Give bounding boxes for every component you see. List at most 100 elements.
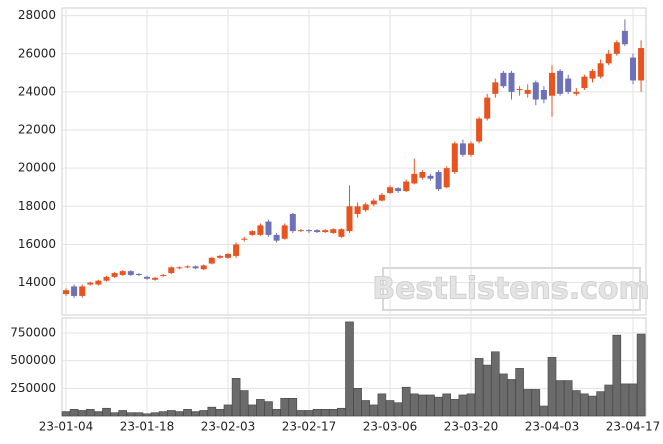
- volume-bar: [288, 397, 298, 417]
- candle-body: [589, 70, 596, 79]
- volume-bar: [69, 409, 79, 417]
- candle-body: [281, 225, 288, 239]
- plot-layer: 14000 16000 18000 20000 22000 24000 26000 28000…: [10, 8, 660, 434]
- candle-body: [322, 230, 329, 233]
- volume-bar: [490, 351, 500, 417]
- candle-body: [500, 72, 507, 87]
- candle-body: [540, 89, 547, 100]
- candle-body: [135, 274, 142, 276]
- candle-body: [613, 42, 620, 54]
- volume-bar: [118, 410, 127, 417]
- candle-body: [435, 171, 442, 190]
- volume-bar: [337, 407, 346, 417]
- candle-body: [95, 280, 102, 285]
- candle-body: [87, 282, 94, 285]
- candle-body: [630, 57, 636, 81]
- candle-body: [208, 257, 215, 264]
- volume-bar: [555, 380, 565, 417]
- volume-bar: [134, 412, 144, 417]
- candle-body: [200, 265, 207, 270]
- volume-bar: [515, 368, 524, 417]
- y-tick-label: 28000: [18, 8, 56, 22]
- candle-body: [411, 173, 418, 184]
- candle-body: [63, 290, 69, 295]
- volume-bar: [563, 380, 573, 417]
- y-tick-label: 24000: [18, 84, 56, 98]
- volume-bar: [223, 404, 233, 417]
- candle-body: [265, 221, 272, 235]
- candle-body: [549, 72, 555, 96]
- candle-body: [111, 273, 118, 277]
- candle-body: [330, 229, 337, 234]
- candle-body: [192, 266, 199, 269]
- volume-bar: [393, 402, 403, 417]
- candle-body: [152, 277, 159, 280]
- volume-bar: [442, 393, 452, 417]
- volume-bar: [377, 393, 387, 417]
- volume-bar: [264, 401, 273, 417]
- volume-bar: [304, 410, 314, 417]
- volume-bar: [280, 397, 290, 417]
- volume-bar: [183, 409, 192, 417]
- volume-bar: [523, 389, 533, 417]
- volume-bar: [199, 410, 208, 417]
- candle-body: [225, 253, 231, 258]
- volume-bar: [531, 389, 541, 417]
- volume-bar: [158, 411, 168, 417]
- volume-bar: [150, 412, 160, 417]
- candle-body: [79, 286, 86, 296]
- candle-body: [516, 89, 523, 91]
- candle-body: [314, 230, 321, 233]
- candle-body: [160, 274, 167, 276]
- x-tick-label: 23-03-06: [363, 420, 417, 434]
- volume-bar: [94, 411, 103, 417]
- volume-bar: [409, 393, 419, 417]
- volume-bar: [77, 410, 87, 417]
- volume-bar: [102, 407, 111, 417]
- candle-body: [581, 76, 588, 89]
- candle-body: [354, 206, 361, 214]
- volume-bar: [466, 393, 476, 417]
- volume-bar: [571, 390, 581, 417]
- y-tick-label: 14000: [18, 275, 56, 289]
- volume-bar: [426, 394, 435, 417]
- volume-bar: [126, 412, 136, 417]
- volume-bar: [353, 388, 362, 417]
- candle-body: [427, 175, 434, 179]
- volume-bar: [482, 364, 492, 417]
- y-tick-label: 18000: [18, 199, 56, 213]
- volume-bar: [231, 378, 241, 417]
- volume-bar: [361, 400, 371, 417]
- volume-bar: [191, 411, 200, 417]
- volume-bar: [628, 383, 638, 417]
- x-tick-label: 23-04-03: [525, 420, 579, 434]
- volume-tick-label: 750000: [10, 325, 56, 339]
- candle-body: [403, 181, 410, 192]
- candle-body: [419, 171, 426, 178]
- volume-bar: [450, 399, 460, 417]
- candle-body: [362, 204, 369, 211]
- y-tick-label: 16000: [18, 237, 56, 251]
- candle-body: [524, 89, 531, 94]
- volume-bar: [547, 357, 557, 417]
- candle-body: [387, 187, 393, 193]
- volume-bar: [434, 396, 443, 417]
- volume-bar: [401, 386, 411, 417]
- volume-bar: [167, 410, 176, 417]
- candle-body: [492, 82, 499, 94]
- volume-bar: [61, 411, 71, 417]
- candle-body: [370, 200, 377, 205]
- volume-bar: [596, 391, 605, 417]
- candle-body: [346, 206, 353, 232]
- volume-bar: [207, 406, 217, 417]
- y-tick-label: 20000: [18, 161, 56, 175]
- volume-bar: [312, 409, 322, 417]
- volume-bar: [539, 405, 549, 417]
- volume-bar: [175, 411, 184, 417]
- candle-body: [289, 213, 296, 232]
- volume-bar: [296, 410, 306, 417]
- candle-body: [297, 230, 304, 232]
- candle-body: [484, 97, 491, 119]
- volume-bar: [636, 333, 646, 417]
- candle-body: [241, 238, 248, 240]
